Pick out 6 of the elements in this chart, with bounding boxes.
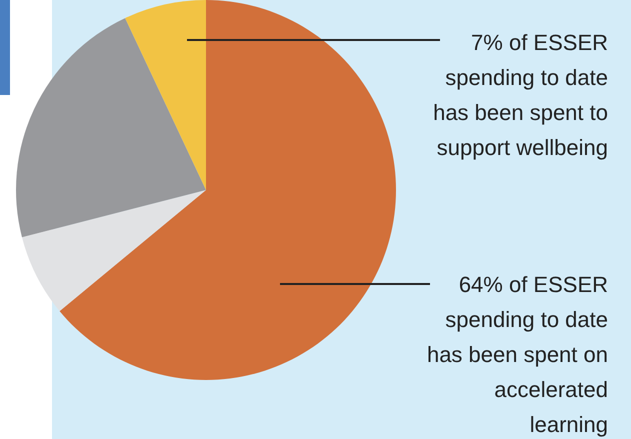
text: 7% of ESSER spending to date has been spent to support wellbeing (433, 30, 608, 160)
pie-slice (22, 190, 206, 312)
pie-slice (60, 0, 396, 380)
text: 64% of ESSER spending to date has been spent on accelerated learning (426, 272, 608, 437)
pie-slice (125, 0, 206, 190)
pie-slice (16, 18, 206, 238)
